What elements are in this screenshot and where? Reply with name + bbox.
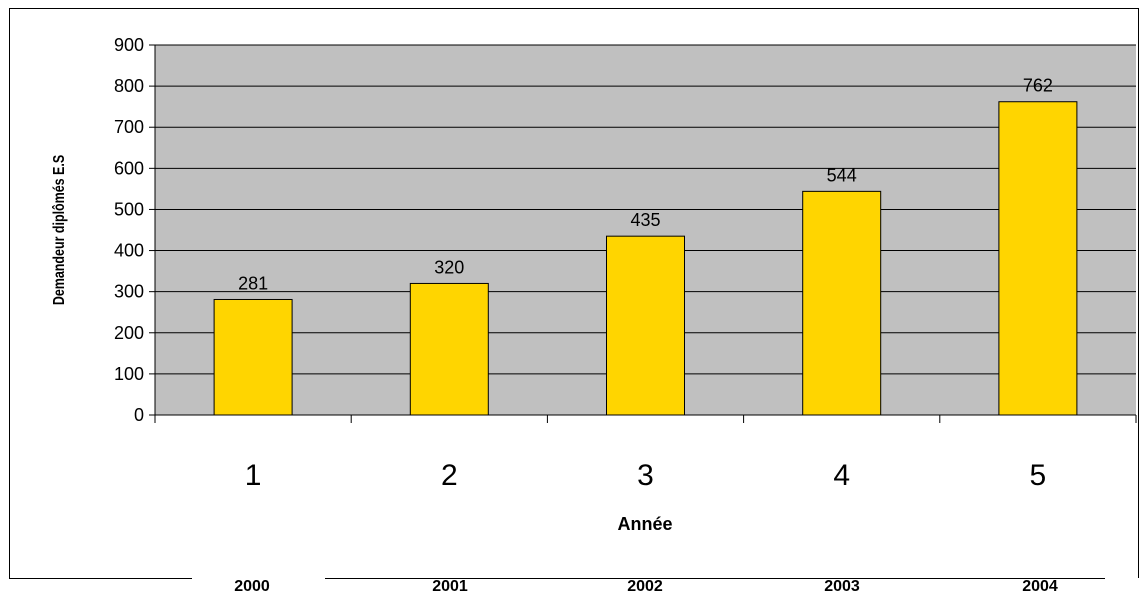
- y-tick-label: 600: [114, 158, 144, 178]
- y-tick-label: 100: [114, 364, 144, 384]
- data-label: 544: [827, 165, 857, 185]
- year-label: 2004: [1022, 578, 1058, 595]
- year-label: 2003: [824, 578, 860, 595]
- bar: [213, 298, 293, 416]
- y-axis-title: Demandeur diplômés E.S: [51, 155, 69, 305]
- x-tick-label: 3: [637, 459, 654, 492]
- y-tick-labels: 0 100 200 300 400 500 600 700 800 900: [114, 35, 144, 425]
- year-label: 2000: [234, 578, 270, 595]
- y-tick-label: 800: [114, 76, 144, 96]
- frame-bottom-line-left: [9, 578, 192, 579]
- bar: [606, 235, 685, 416]
- x-tick-labels: 1 2 3 4 5: [245, 459, 1046, 492]
- bar-chart: 0 100 200 300 400 500 600 700 800 900 1 2 3 4 5 281 32…: [51, 35, 1137, 534]
- y-tick-label: 400: [114, 241, 144, 261]
- year-labels-row: 2000 2001 2002 2003 2004: [0, 578, 1141, 595]
- data-label: 281: [238, 273, 268, 293]
- x-tick-label: 4: [833, 459, 850, 492]
- axes: [149, 44, 1137, 423]
- year-label: 2002: [627, 578, 663, 595]
- x-tick-label: 5: [1030, 459, 1047, 492]
- x-axis-title: Année: [617, 514, 672, 534]
- x-tick-label: 2: [441, 459, 458, 492]
- data-label: 762: [1023, 76, 1053, 96]
- year-label: 2001: [432, 578, 468, 595]
- frame-bottom-line-middle: [325, 578, 1105, 579]
- y-tick-label: 300: [114, 282, 144, 302]
- data-labels: 281 320 435 544 762: [238, 76, 1053, 294]
- bar: [409, 282, 489, 416]
- y-tick-label: 700: [114, 117, 144, 137]
- y-tick-label: 200: [114, 323, 144, 343]
- bar: [998, 101, 1078, 416]
- y-tick-label: 0: [134, 405, 144, 425]
- x-tick-label: 1: [245, 459, 262, 492]
- data-label: 435: [630, 210, 660, 230]
- bars: [213, 101, 1078, 416]
- data-label: 320: [434, 257, 464, 277]
- y-tick-label: 900: [114, 35, 144, 55]
- chart-frame: [9, 8, 1139, 578]
- bar: [802, 190, 882, 416]
- y-tick-label: 500: [114, 199, 144, 219]
